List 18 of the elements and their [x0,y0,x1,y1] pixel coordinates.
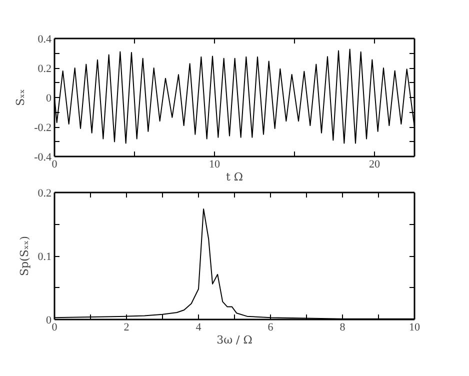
x-tick-label: 10 [209,158,220,170]
y-tick-label: 0.2 [38,63,52,75]
x-tick-label: 10 [409,322,420,334]
y-tick-label: 0 [46,92,52,104]
x-tick-label: 20 [369,158,380,170]
x-tick-label: 4 [196,322,202,334]
y-axis-title: Sp(Sₓₓ) [18,236,31,276]
y-tick-label: 0.4 [38,34,52,46]
y-tick-label: -0.4 [34,152,52,164]
x-axis-title: 3ω / Ω [216,334,252,346]
y-tick-label: 0.2 [38,188,52,200]
x-tick-label: 6 [268,322,274,334]
y-tick-label: 0.1 [38,251,52,263]
y-axis-title: Sₓₓ [14,88,28,106]
y-tick-label: -0.2 [34,122,52,134]
x-axis-title: t Ω [226,170,244,184]
x-tick-label: 2 [124,322,130,334]
x-tick-label: 8 [340,322,346,334]
